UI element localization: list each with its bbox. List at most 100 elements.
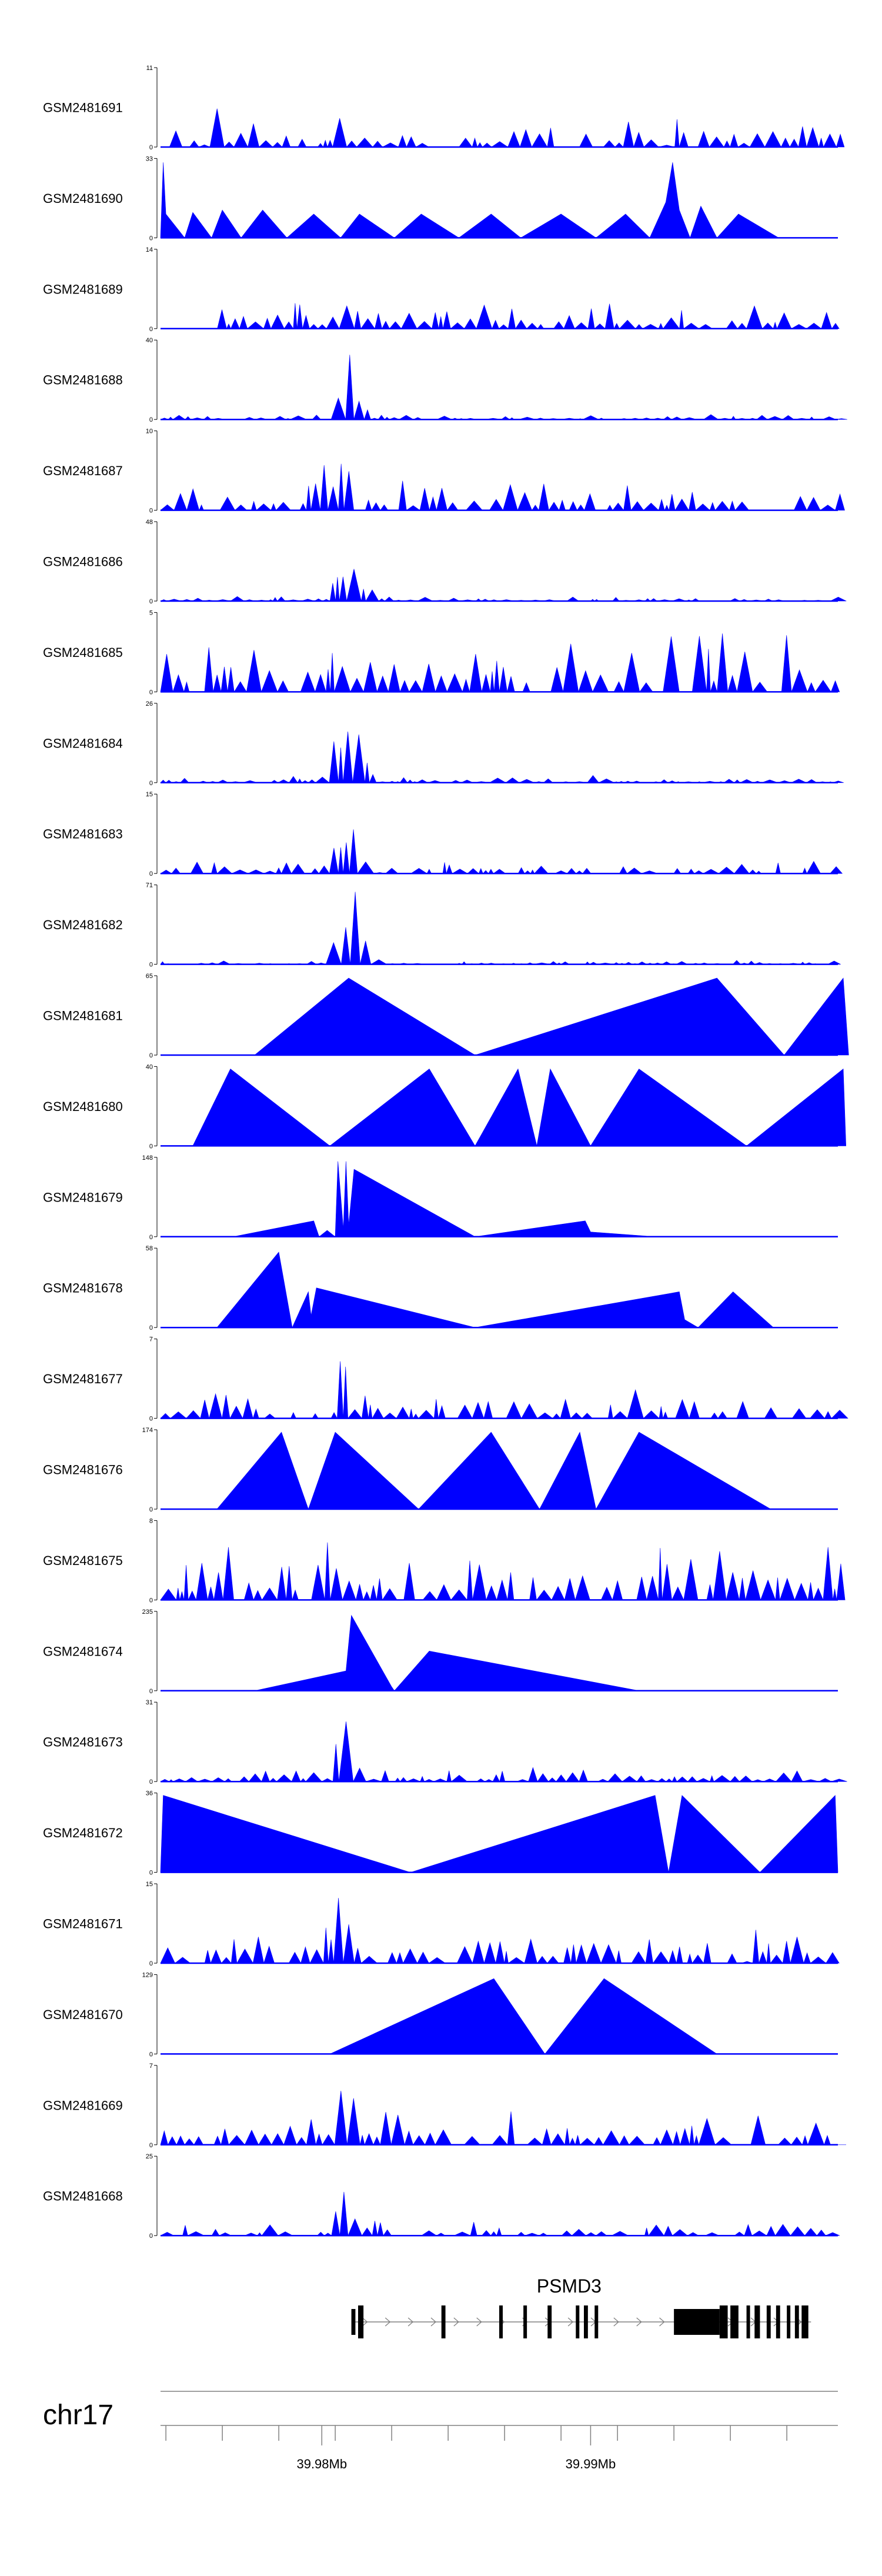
signal-area: [160, 731, 844, 783]
gene-name-label: PSMD3: [537, 2275, 602, 2297]
signal-area: [160, 1721, 847, 1783]
y-axis-max-label: 25: [146, 2153, 153, 2160]
signal-area: [160, 1898, 840, 1964]
y-axis-max-label: 71: [146, 882, 153, 889]
gene-exon: [801, 2305, 808, 2338]
y-axis-zero-label: 0: [149, 1960, 153, 1967]
signal-area: [160, 569, 847, 602]
track-label: GSM2481689: [43, 282, 123, 296]
strand-arrow: [567, 2317, 574, 2327]
y-axis-max-label: 5: [149, 609, 153, 616]
axis-tick-label: 39.99Mb: [566, 2457, 616, 2471]
y-axis-zero-label: 0: [149, 326, 153, 333]
signal-area: [254, 977, 849, 1056]
track-GSM2481691: GSM2481691 11 0: [43, 65, 845, 151]
track-label: GSM2481671: [43, 1917, 123, 1931]
track-label: GSM2481688: [43, 373, 123, 388]
gene-exon: [441, 2305, 446, 2338]
y-axis-max-label: 26: [146, 700, 153, 708]
data-tracks: GSM2481691110GSM2481690330GSM2481689140G…: [43, 65, 849, 2240]
track-label: GSM2481677: [43, 1372, 123, 1386]
gene-exon: [351, 2309, 356, 2335]
y-axis-zero-label: 0: [149, 416, 153, 423]
gene-exon: [746, 2305, 750, 2338]
track-label: GSM2481687: [43, 463, 123, 478]
track-GSM2481689: GSM2481689 14 0: [43, 246, 840, 333]
gene-exon: [754, 2305, 760, 2338]
signal-area: [216, 1252, 774, 1329]
track-label: GSM2481678: [43, 1281, 123, 1296]
track-GSM2481683: GSM2481683 15 0: [43, 791, 843, 877]
gene-exon: [547, 2305, 552, 2338]
track-GSM2481685: GSM2481685 5 0: [43, 609, 840, 696]
gene-exon: [576, 2305, 580, 2338]
track-label: GSM2481668: [43, 2189, 123, 2204]
signal-area: [161, 303, 840, 329]
y-axis-max-label: 15: [146, 1881, 153, 1888]
track-GSM2481686: GSM2481686 48 0: [43, 519, 847, 605]
y-axis-max-label: 58: [146, 1245, 153, 1252]
track-GSM2481673: GSM2481673 31 0: [43, 1699, 847, 1786]
track-GSM2481681: GSM2481681 65 0: [43, 973, 849, 1059]
signal-area: [160, 2191, 840, 2236]
strand-arrow: [659, 2317, 665, 2327]
y-axis-max-label: 65: [146, 973, 153, 980]
gene-exon: [674, 2309, 720, 2335]
y-axis-max-label: 148: [142, 1154, 153, 1162]
track-GSM2481669: GSM2481669 7 0: [43, 2063, 846, 2149]
track-label: GSM2481681: [43, 1009, 123, 1023]
y-axis-max-label: 235: [142, 1609, 153, 1616]
track-GSM2481680: GSM2481680 40 0: [43, 1063, 847, 1150]
track-GSM2481671: GSM2481671 15 0: [43, 1881, 840, 1967]
gene-exon: [523, 2305, 527, 2338]
gene-exon: [719, 2305, 728, 2338]
y-axis-zero-label: 0: [149, 235, 153, 242]
y-axis-zero-label: 0: [149, 689, 153, 696]
gene-exon: [776, 2305, 780, 2338]
y-axis-max-label: 33: [146, 155, 153, 162]
strand-arrow: [453, 2317, 459, 2327]
gene-exon: [787, 2305, 791, 2338]
gene-exon: [794, 2305, 799, 2338]
track-label: GSM2481686: [43, 555, 123, 569]
track-label: GSM2481670: [43, 2007, 123, 2022]
y-axis-zero-label: 0: [149, 1778, 153, 1786]
track-GSM2481670: GSM2481670 129 0: [43, 1971, 838, 2058]
y-axis-zero-label: 0: [149, 1688, 153, 1695]
y-axis-zero-label: 0: [149, 1870, 153, 1877]
y-axis-max-label: 11: [146, 65, 153, 72]
track-GSM2481668: GSM2481668 25 0: [43, 2153, 840, 2240]
track-GSM2481676: GSM2481676 174 0: [43, 1427, 838, 1513]
y-axis-zero-label: 0: [149, 2051, 153, 2058]
track-GSM2481684: GSM2481684 26 0: [43, 700, 844, 787]
track-GSM2481687: GSM2481687 10 0: [43, 428, 845, 515]
y-axis-zero-label: 0: [149, 1052, 153, 1059]
gene-exon: [730, 2305, 739, 2338]
gene-exon: [766, 2305, 771, 2338]
track-GSM2481679: GSM2481679 148 0: [43, 1154, 838, 1241]
y-axis-max-label: 40: [146, 1063, 153, 1070]
chromosome-label: chr17: [43, 2400, 113, 2431]
y-axis-zero-label: 0: [149, 780, 153, 787]
signal-area: [160, 892, 841, 965]
signal-area: [192, 1068, 847, 1147]
track-label: GSM2481674: [43, 1644, 123, 1659]
axis-tick-label: 39.98Mb: [296, 2457, 347, 2471]
y-axis-zero-label: 0: [149, 2233, 153, 2240]
track-label: GSM2481682: [43, 917, 123, 932]
signal-area: [160, 1542, 846, 1601]
track-label: GSM2481683: [43, 827, 123, 842]
y-axis-max-label: 48: [146, 519, 153, 526]
signal-area: [160, 2090, 846, 2145]
strand-arrow: [430, 2317, 436, 2327]
track-label: GSM2481675: [43, 1553, 123, 1568]
y-axis-zero-label: 0: [149, 1506, 153, 1513]
strand-arrow: [407, 2317, 414, 2327]
y-axis-max-label: 31: [146, 1699, 153, 1706]
y-axis-max-label: 7: [149, 2063, 153, 2070]
gene-track: PSMD3: [351, 2275, 811, 2338]
signal-area: [160, 1361, 848, 1419]
track-GSM2481674: GSM2481674 235 0: [43, 1609, 838, 1695]
track-GSM2481688: GSM2481688 40 0: [43, 337, 847, 423]
track-label: GSM2481679: [43, 1190, 123, 1204]
